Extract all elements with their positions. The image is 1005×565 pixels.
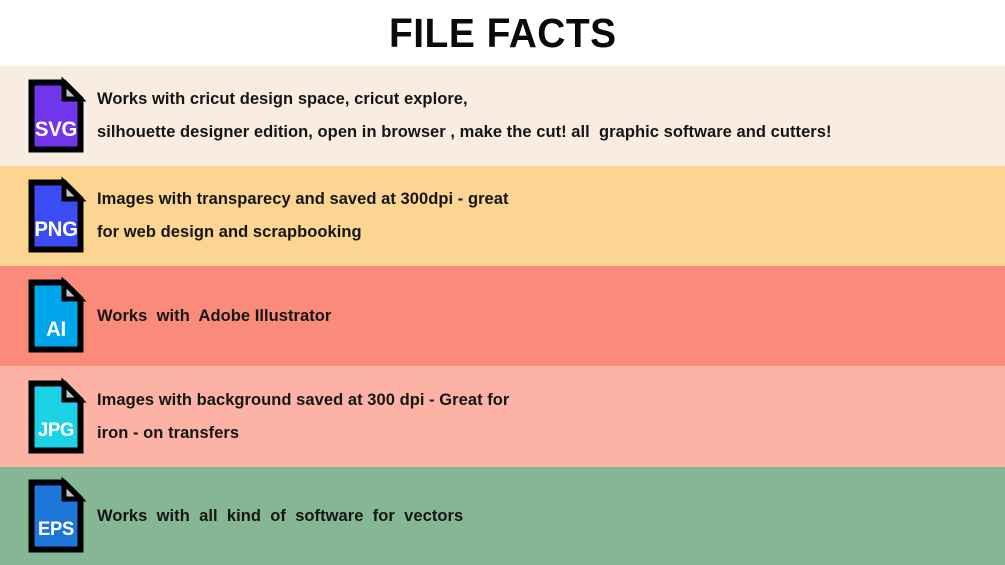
file-shape-icon [28, 276, 87, 353]
fact-row-png: PNG Images with transparecy and saved at… [0, 166, 1005, 266]
fact-row-svg: SVG Works with cricut design space, cric… [0, 66, 1005, 166]
fact-text-ai: Works with Adobe Illustrator [97, 300, 1005, 333]
eps-file-icon: EPS [28, 476, 87, 553]
fact-line: iron - on transfers [97, 423, 240, 442]
fact-text-eps: Works with all kind of software for vect… [97, 500, 1005, 533]
file-fold-path [61, 476, 87, 502]
fact-text-jpg: Images with background saved at 300 dpi … [97, 384, 1005, 450]
fact-line: Works with all kind of software for vect… [97, 506, 464, 525]
fact-line: silhouette designer edition, open in bro… [97, 123, 832, 141]
png-file-icon: PNG [28, 176, 87, 253]
file-fold-path [61, 176, 87, 202]
fact-text-png: Images with transparecy and saved at 300… [97, 183, 1005, 249]
fact-line: Images with transparecy and saved at 300… [97, 190, 509, 208]
file-fold-path [61, 276, 87, 302]
title-bar: FILE FACTS [0, 0, 1005, 66]
fact-line: for web design and scrapbooking [97, 223, 362, 241]
svg-file-icon: SVG [28, 76, 87, 153]
file-shape-icon [28, 476, 87, 553]
page-title: FILE FACTS [388, 9, 617, 56]
file-fold-path [61, 376, 87, 402]
file-shape-icon [28, 76, 87, 153]
fact-line: Works with cricut design space, cricut e… [97, 90, 468, 108]
fact-text-svg: Works with cricut design space, cricut e… [97, 83, 1005, 149]
ai-file-icon: AI [28, 276, 87, 353]
fact-line: Works with Adobe Illustrator [97, 306, 332, 325]
fact-row-eps: EPS Works with all kind of software for … [0, 467, 1005, 565]
file-fold-path [61, 76, 87, 102]
file-shape-icon [28, 176, 87, 253]
file-shape-icon [28, 376, 87, 453]
fact-row-jpg: JPG Images with background saved at 300 … [0, 366, 1005, 467]
jpg-file-icon: JPG [28, 376, 87, 454]
fact-row-ai: AI Works with Adobe Illustrator [0, 266, 1005, 366]
fact-line: Images with background saved at 300 dpi … [97, 390, 510, 409]
